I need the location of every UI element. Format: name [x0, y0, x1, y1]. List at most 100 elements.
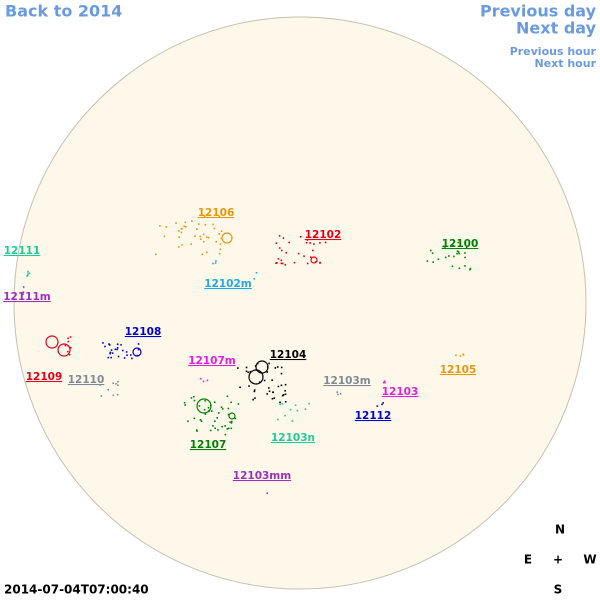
region-label[interactable]: 12109	[26, 371, 63, 383]
region-label[interactable]: 12108	[125, 326, 162, 338]
sunspot-dot	[193, 417, 196, 420]
region-label[interactable]: 12103mm	[233, 470, 291, 482]
sunspot-dot	[99, 384, 102, 386]
sunspot-dot	[180, 231, 183, 234]
sunspot-dot	[263, 379, 266, 382]
solar-disk	[13, 16, 587, 590]
sunspot-dot	[107, 356, 110, 359]
sunspot-group	[455, 353, 465, 357]
region-label[interactable]: 12111m	[3, 291, 51, 303]
sunspot-dot	[444, 256, 447, 259]
sunspot-dot	[253, 390, 256, 393]
region-label[interactable]: 12106	[198, 207, 235, 219]
sunspot-dot	[221, 407, 224, 410]
sunspot-dot	[456, 250, 459, 252]
sunspot-dot	[217, 429, 219, 431]
sunspot-dot	[442, 245, 444, 248]
sunspot-dot	[277, 385, 280, 388]
sunspot-dot	[280, 366, 283, 369]
sunspot-group	[155, 215, 233, 256]
sunspot-dot	[116, 348, 118, 351]
sunspot-dot	[217, 412, 220, 414]
sunspot-dot	[199, 419, 202, 421]
sunspot-dot	[22, 291, 25, 294]
region-label[interactable]: 12110	[68, 374, 105, 386]
sunspot-group	[45, 335, 72, 357]
sunspot-dot	[206, 236, 208, 239]
sunspot-dot	[266, 492, 268, 494]
sunspot-group	[199, 377, 209, 383]
sunspot-dot	[309, 242, 311, 244]
sunspot-dot	[202, 233, 205, 236]
sunspot-dot	[204, 413, 207, 415]
region-label[interactable]: 12103n	[271, 432, 315, 444]
sunspot-dot	[198, 405, 201, 407]
sunspot-dot	[204, 400, 206, 402]
region-label[interactable]: 12104	[270, 349, 307, 361]
sunspot-dot	[237, 403, 240, 405]
back-link[interactable]: Back to 2014	[5, 2, 122, 21]
sunspot-dot	[183, 401, 186, 404]
sunspot-dot	[281, 394, 284, 397]
sunspot-dot	[227, 407, 230, 410]
sunspot-dot	[190, 397, 193, 399]
sunspot-dot	[165, 226, 168, 228]
sunspot-dot	[110, 349, 113, 351]
sunspot-dot	[192, 395, 195, 398]
sunspot-dot	[289, 408, 292, 411]
sunspot-group	[336, 391, 342, 396]
region-label[interactable]: 12103	[382, 386, 419, 398]
region-label[interactable]: 12105	[440, 364, 477, 376]
sunspot-dot	[279, 403, 281, 406]
sunspot-dot	[285, 251, 288, 254]
sunspot-dot	[203, 408, 206, 411]
sunspot-dot	[195, 429, 198, 431]
sunspot-dot	[218, 252, 221, 255]
sunspot-dot	[213, 227, 216, 230]
sunspot-dot	[469, 267, 472, 270]
sunspot-dot	[108, 344, 111, 346]
sunspot-dot	[115, 383, 117, 385]
region-label[interactable]: 12107	[190, 439, 227, 451]
sunspot-dot	[183, 225, 185, 228]
sunspot-dot	[67, 340, 70, 343]
region-label[interactable]: 12100	[442, 238, 479, 250]
region-label[interactable]: 12111	[4, 245, 41, 257]
sunspot-dot	[117, 380, 119, 383]
sunspot-dot	[110, 356, 113, 359]
region-label[interactable]: 12107m	[188, 355, 236, 367]
region-label[interactable]: 12112	[355, 410, 392, 422]
sunspot-group	[22, 286, 25, 295]
sunspot-dot	[116, 343, 119, 346]
sunspot-group	[426, 241, 472, 271]
region-label[interactable]: 12102m	[204, 278, 252, 290]
sunspot-dot	[137, 343, 140, 345]
region-label[interactable]: 12103m	[323, 375, 371, 387]
sunspot-group	[277, 402, 310, 422]
previous-hour-link[interactable]: Previous hour	[510, 45, 597, 58]
sunspot-dot	[123, 357, 126, 359]
compass-west: W	[583, 553, 596, 567]
sunspot-dot	[199, 377, 202, 380]
previous-day-link[interactable]: Previous day	[480, 2, 597, 21]
sunspot-dot	[279, 401, 281, 404]
sunspot-dot	[159, 225, 161, 227]
sunspot-dot	[214, 420, 216, 423]
sunspot-dot	[112, 382, 114, 385]
sunspot-dot	[266, 371, 269, 373]
sunspot-dot	[200, 420, 203, 422]
next-hour-link[interactable]: Next hour	[535, 57, 597, 70]
sunspot-dot	[197, 223, 200, 225]
sunspot	[221, 232, 233, 244]
sunspot-dot	[224, 433, 227, 436]
sunspot-dot	[464, 265, 466, 267]
sunspot-dot	[184, 225, 187, 228]
sunspot-group	[266, 492, 268, 494]
sunspot-dot	[187, 420, 189, 422]
next-day-link[interactable]: Next day	[516, 19, 597, 38]
sunspot	[196, 398, 212, 414]
sunspot-dot	[111, 352, 114, 354]
compass-east: E	[524, 553, 532, 567]
region-label[interactable]: 12102	[305, 229, 342, 241]
sunspot-group	[183, 395, 240, 436]
